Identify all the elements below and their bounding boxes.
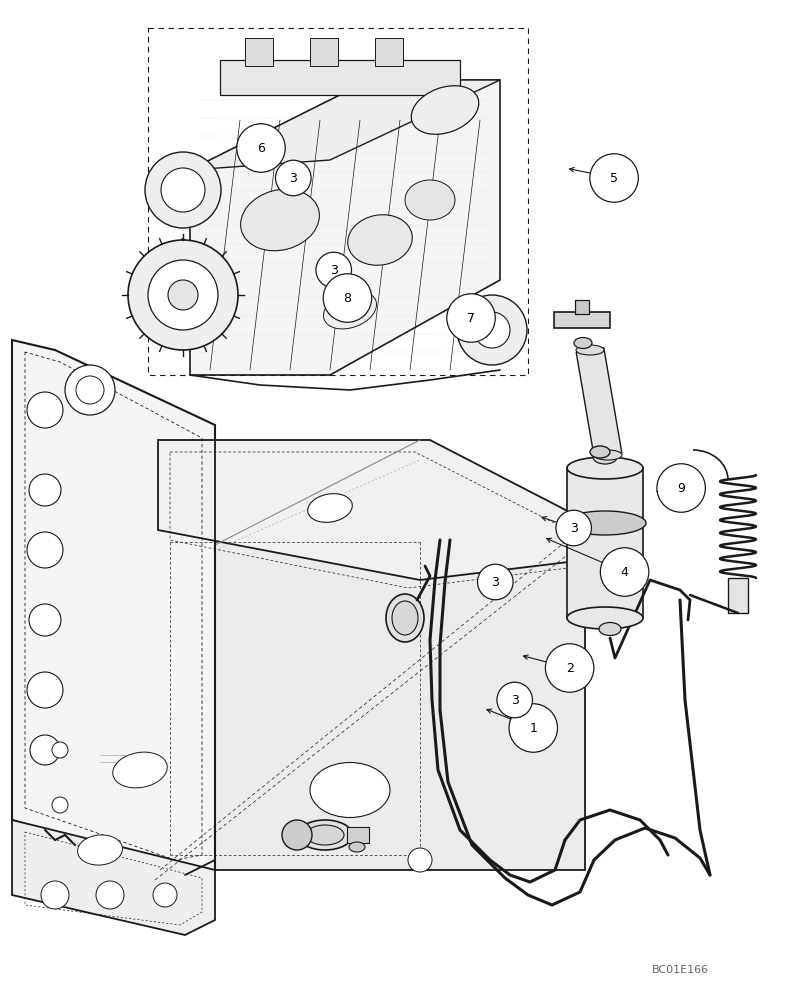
Text: 7: 7: [467, 312, 475, 324]
Circle shape: [282, 820, 312, 850]
Polygon shape: [190, 80, 500, 375]
Circle shape: [478, 564, 513, 600]
Circle shape: [29, 604, 61, 636]
Ellipse shape: [386, 594, 424, 642]
Circle shape: [148, 260, 218, 330]
Bar: [245, 38, 273, 66]
Circle shape: [27, 532, 63, 568]
Text: 3: 3: [491, 576, 499, 588]
Bar: [347, 827, 369, 843]
Ellipse shape: [567, 457, 643, 479]
Ellipse shape: [392, 601, 418, 635]
Ellipse shape: [590, 446, 610, 458]
Ellipse shape: [241, 189, 319, 251]
Ellipse shape: [593, 450, 617, 464]
Circle shape: [590, 154, 638, 202]
Ellipse shape: [567, 607, 643, 629]
Ellipse shape: [574, 338, 592, 349]
Circle shape: [76, 376, 104, 404]
Circle shape: [408, 848, 432, 872]
Text: 6: 6: [257, 141, 265, 154]
Ellipse shape: [113, 752, 167, 788]
Circle shape: [41, 881, 69, 909]
Ellipse shape: [564, 511, 646, 535]
Circle shape: [447, 294, 495, 342]
Circle shape: [457, 295, 527, 365]
Text: 3: 3: [330, 263, 338, 276]
Bar: [575, 300, 589, 314]
Circle shape: [323, 274, 372, 322]
Text: BC01E166: BC01E166: [651, 965, 709, 975]
Circle shape: [168, 280, 198, 310]
Polygon shape: [158, 440, 585, 580]
Circle shape: [474, 312, 510, 348]
Text: 5: 5: [610, 172, 618, 184]
Bar: [220, 60, 460, 95]
Circle shape: [237, 124, 285, 172]
Circle shape: [128, 240, 238, 350]
Polygon shape: [12, 820, 215, 935]
Text: 3: 3: [289, 172, 297, 184]
Circle shape: [30, 735, 60, 765]
Circle shape: [27, 392, 63, 428]
Bar: [310, 38, 338, 66]
Bar: [728, 578, 748, 613]
Circle shape: [52, 797, 68, 813]
Text: 2: 2: [566, 662, 574, 674]
Circle shape: [276, 160, 311, 196]
Text: 3: 3: [511, 694, 519, 706]
Ellipse shape: [347, 215, 412, 265]
Text: 9: 9: [677, 482, 685, 494]
Circle shape: [497, 682, 532, 718]
Circle shape: [153, 883, 177, 907]
Circle shape: [52, 742, 68, 758]
Ellipse shape: [310, 762, 390, 818]
Ellipse shape: [411, 86, 479, 134]
Circle shape: [65, 365, 115, 415]
Ellipse shape: [323, 291, 377, 329]
Circle shape: [509, 704, 558, 752]
Polygon shape: [12, 340, 215, 875]
Ellipse shape: [297, 820, 352, 850]
Ellipse shape: [306, 825, 344, 845]
Circle shape: [161, 168, 205, 212]
Ellipse shape: [308, 494, 352, 522]
Text: 3: 3: [570, 522, 578, 534]
Circle shape: [29, 474, 61, 506]
Ellipse shape: [599, 622, 621, 636]
Bar: [567, 468, 643, 618]
Circle shape: [96, 881, 124, 909]
Circle shape: [657, 464, 705, 512]
Bar: [148, 28, 528, 375]
Ellipse shape: [576, 345, 604, 355]
Ellipse shape: [78, 835, 123, 865]
Text: 4: 4: [621, 566, 629, 578]
Bar: [554, 312, 610, 328]
Bar: [375, 38, 403, 66]
Polygon shape: [576, 348, 622, 457]
Ellipse shape: [594, 450, 622, 460]
Circle shape: [27, 672, 63, 708]
Polygon shape: [190, 80, 500, 170]
Ellipse shape: [405, 180, 455, 220]
Circle shape: [556, 510, 591, 546]
Polygon shape: [158, 530, 585, 870]
Text: 8: 8: [343, 292, 351, 304]
Circle shape: [145, 152, 221, 228]
Circle shape: [600, 548, 649, 596]
Text: 1: 1: [529, 722, 537, 734]
Ellipse shape: [349, 842, 365, 852]
Circle shape: [545, 644, 594, 692]
Circle shape: [316, 252, 351, 288]
